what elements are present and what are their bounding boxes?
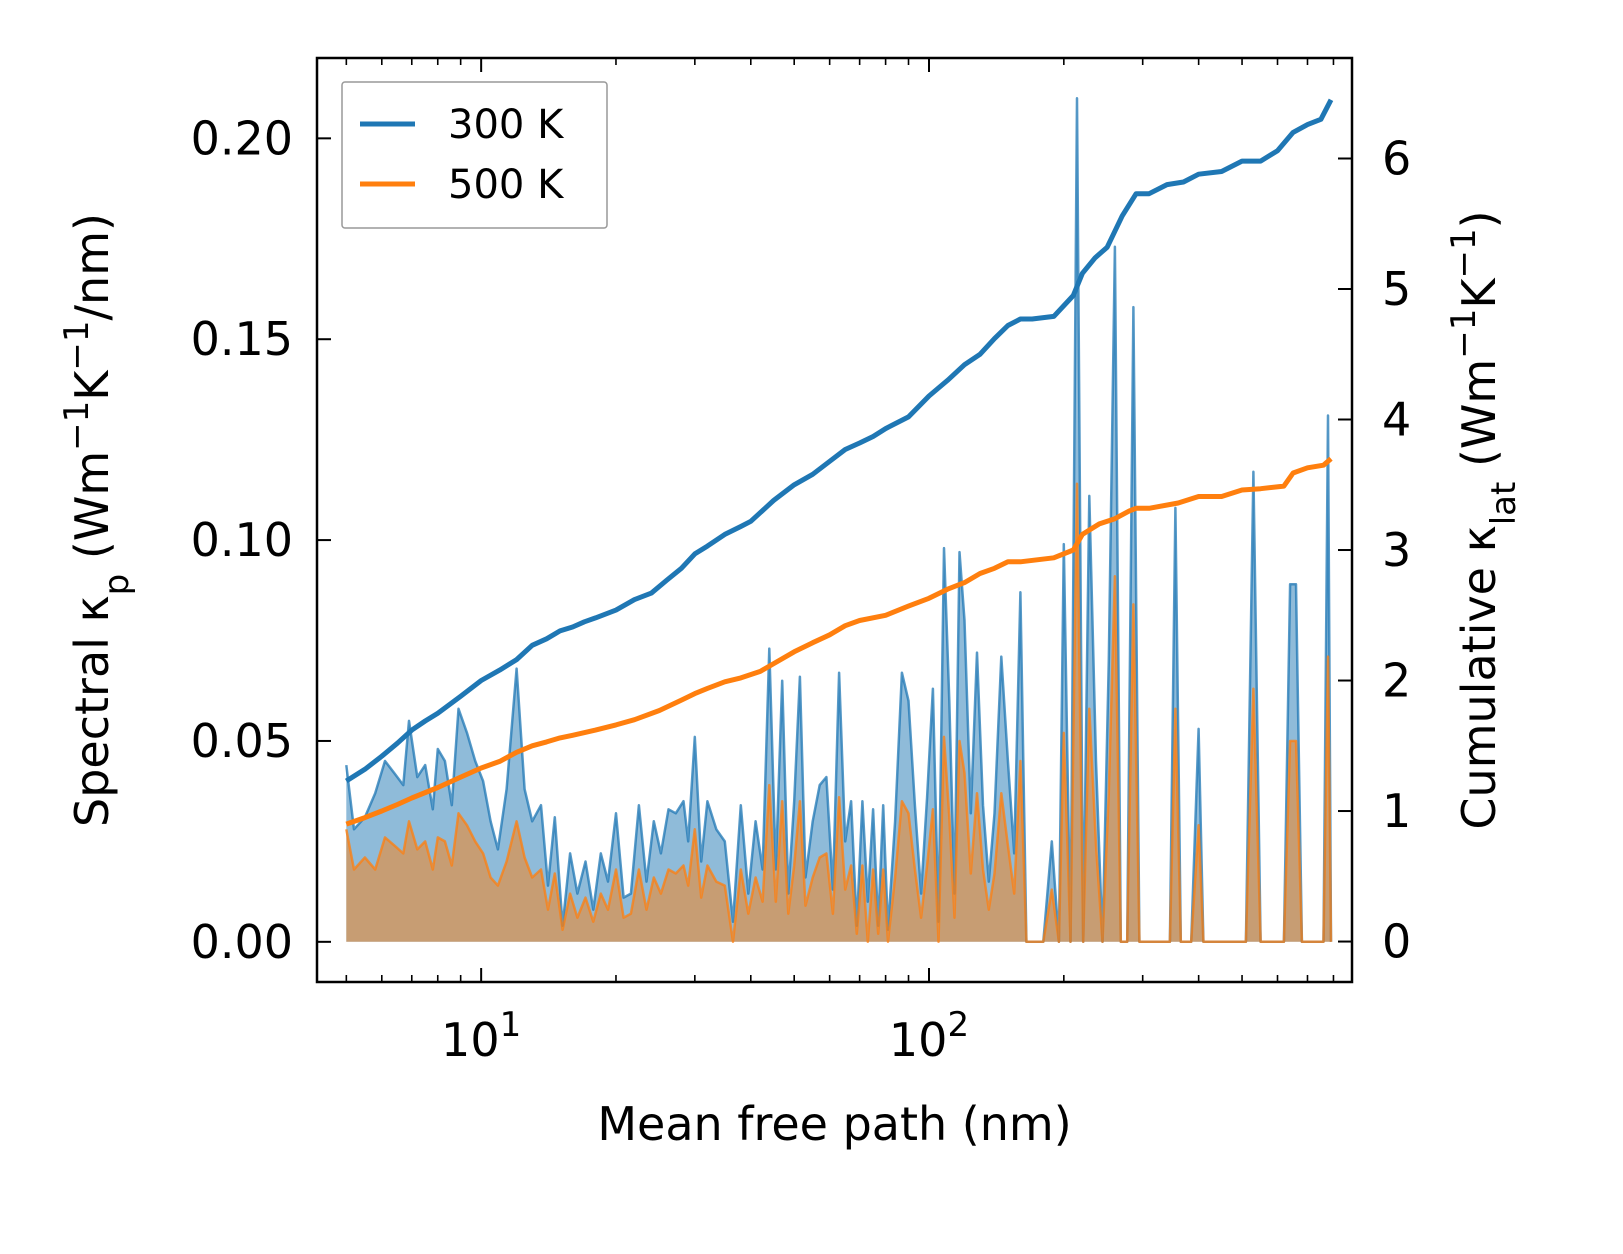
plot-frame [315,56,1354,984]
spectral-line-500k [345,482,1333,944]
spectral-fill-layer [346,98,1331,942]
y-right-tick-label: 2 [1382,654,1411,708]
y-axis-left-label: Spectral κp (Wm−1K−1/nm) [57,213,137,827]
spectral-fill-500k [346,483,1331,942]
y-left-tick-label: 0.05 [191,714,293,768]
y-right-tick-label: 1 [1382,784,1411,838]
cumulative-line-layer [344,98,1334,827]
legend: 300 K 500 K [341,81,608,229]
y-right-tick-label: 5 [1382,262,1411,316]
y-left-tick-label: 0.00 [191,915,293,969]
spectral-line-layer [345,96,1333,944]
legend-label-300k: 300 K [448,102,565,148]
y-right-tick-label: 0 [1382,915,1411,969]
x-tick-label: 102 [889,1005,969,1067]
cumulative-line-300k [344,98,1334,784]
y-right-tick-label: 3 [1382,523,1411,577]
y-left-tick-label: 0.10 [191,513,293,567]
ticks-layer: 101 102 0.00 0.05 0.10 0.15 0.20 0 1 2 3 4 5 6 [191,58,1411,1067]
y-left-tick-label: 0.15 [191,312,293,366]
legend-label-500k: 500 K [448,162,565,208]
y-right-tick-label: 4 [1382,393,1411,447]
cumulative-line-500k [345,456,1333,827]
x-axis-label: Mean free path (nm) [597,1097,1071,1151]
y-left-tick-label: 0.20 [191,111,293,165]
x-tick-label: 101 [441,1005,521,1067]
y-axis-right-label: Cumulative κlat (Wm−1K−1) [1444,210,1524,829]
legend-box [341,81,608,229]
y-right-tick-label: 6 [1382,131,1411,185]
